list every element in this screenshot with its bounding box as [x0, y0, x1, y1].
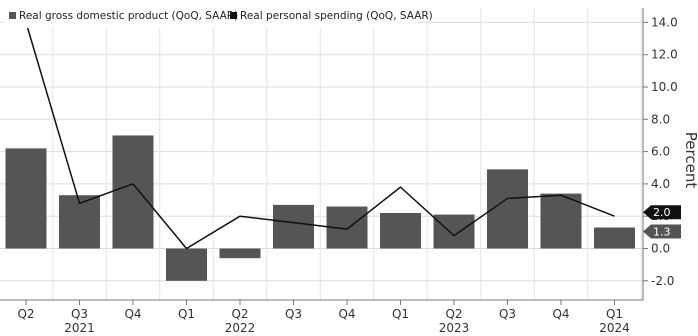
legend-swatch-spending	[230, 12, 237, 19]
x-tick-label: Q2	[17, 307, 34, 321]
x-year-label: 2021	[64, 321, 95, 335]
gdp-bar	[5, 148, 47, 249]
gdp-bar	[594, 227, 635, 249]
legend-label-gdp: Real gross domestic product (QoQ, SAAR)	[19, 10, 238, 22]
last-value-tag: 1.3	[643, 224, 681, 239]
tag-label: 1.3	[653, 226, 671, 239]
x-tick-label: Q4	[338, 307, 355, 321]
gdp-bar	[112, 135, 154, 249]
gdp-bar	[219, 248, 261, 259]
x-tick-label: Q1	[392, 307, 409, 321]
x-tick-label: Q3	[285, 307, 302, 321]
x-tick-label: Q2	[445, 307, 462, 321]
tag-shape	[643, 205, 681, 220]
gridlines	[0, 8, 643, 300]
gdp-bar	[380, 212, 421, 249]
x-tick-label: Q3	[71, 307, 88, 321]
y-tick-label: -2.0	[651, 274, 674, 288]
legend: Real gross domestic product (QoQ, SAAR) …	[4, 6, 433, 28]
x-tick-label: Q4	[124, 307, 141, 321]
gdp-bar	[273, 204, 314, 249]
x-year-label: 2022	[225, 321, 256, 335]
tag-shape	[643, 224, 681, 239]
last-value-tag: 2.0	[643, 205, 681, 220]
spending-line-path	[25, 22, 615, 250]
y-tick-label: 0.0	[651, 242, 670, 256]
y-tick-label: 6.0	[651, 145, 670, 159]
x-tick-label: Q1	[606, 307, 623, 321]
x-tick-label: Q4	[552, 307, 569, 321]
y-tick-label: 12.0	[651, 48, 678, 62]
x-tick-label: Q3	[499, 307, 516, 321]
legend-box	[4, 6, 418, 28]
gdp-bar	[59, 195, 100, 249]
x-year-label: 2023	[439, 321, 470, 335]
gdp-bar	[487, 169, 528, 249]
gdp-bar	[433, 214, 475, 249]
x-axis: Q2 Q3 Q4 Q1 Q2 Q3 Q4 Q1 Q2 Q3 Q4 Q1 2021 2022 2023 2024	[0, 299, 643, 335]
y-tick-label: 4.0	[651, 177, 670, 191]
last-value-tags: 2.0 1.3	[643, 205, 681, 239]
gdp-bars	[5, 135, 635, 281]
gdp-bar	[540, 193, 582, 249]
y-axis-label: Percent	[682, 132, 698, 189]
y-tick-label: 14.0	[651, 15, 678, 29]
x-year-label: 2024	[599, 321, 630, 335]
x-tick-label: Q2	[231, 307, 248, 321]
y-tick-label: 10.0	[651, 80, 678, 94]
spending-line	[25, 22, 615, 250]
y-tick-label: 8.0	[651, 112, 670, 126]
legend-label-spending: Real personal spending (QoQ, SAAR)	[240, 10, 433, 22]
tag-label: 2.0	[653, 206, 671, 219]
gdp-bar	[166, 248, 207, 281]
legend-swatch-gdp	[9, 12, 16, 19]
x-tick-label: Q1	[178, 307, 195, 321]
